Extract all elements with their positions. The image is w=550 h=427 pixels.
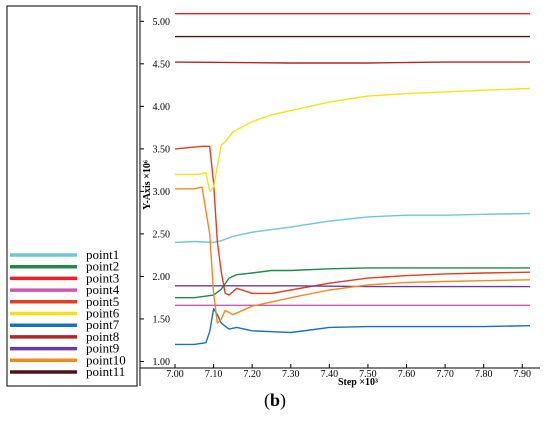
y-tick-label: 4.00 (153, 102, 171, 113)
series-line-point2 (175, 267, 530, 299)
series-line-point10 (175, 186, 531, 324)
x-tick-label: 7.70 (436, 369, 454, 380)
x-tick-label: 7.10 (205, 369, 223, 380)
series-line-point8 (174, 61, 530, 64)
legend-label-point9: point9 (86, 341, 119, 356)
x-axis-label: Step ×10³ (338, 377, 378, 388)
panel-label-letter: b (269, 390, 280, 410)
x-tick-label: 7.00 (166, 369, 184, 380)
panel-label-close: ) (280, 390, 286, 410)
x-tick-label: 7.80 (475, 369, 493, 380)
x-tick-label: 7.50 (359, 369, 377, 380)
series-line-point9 (175, 285, 530, 288)
legend-label-point7: point7 (86, 317, 120, 332)
legend-frame (6, 5, 138, 387)
series-line-point7 (175, 308, 531, 346)
y-tick-label: 4.50 (153, 59, 171, 70)
y-ticks: 1.00 1.50 2.00 2.50 3.00 3.50 4.00 4.50 5.00 (140, 17, 170, 368)
legend-label-point5: point5 (86, 294, 119, 309)
series-line-point6 (175, 87, 531, 193)
legend-label-point2: point2 (86, 259, 119, 274)
series-line-point5 (174, 145, 531, 296)
y-tick-label: 1.50 (153, 314, 171, 325)
legend-label-point10: point10 (86, 352, 126, 367)
y-tick-label: 2.50 (153, 229, 171, 240)
x-tick-label: 7.40 (321, 369, 339, 380)
y-tick-label: 1.00 (153, 357, 171, 368)
legend-label-point1: point1 (86, 247, 119, 262)
y-tick-label: 2.00 (153, 272, 171, 283)
legend-label-point11: point11 (86, 364, 125, 379)
legend: point1point2point3point4point5point6poin… (10, 247, 126, 379)
x-tick-label: 7.90 (514, 369, 532, 380)
y-tick-label: 3.50 (153, 144, 171, 155)
panel-label: (b) (0, 390, 550, 411)
x-tick-label: 7.20 (243, 369, 261, 380)
x-tick-label: 7.60 (398, 369, 416, 380)
x-tick-label: 7.30 (282, 369, 300, 380)
series-line-point1 (174, 212, 531, 244)
legend-label-point3: point3 (86, 270, 119, 285)
series-group (174, 12, 531, 346)
panel-label-open: ( (263, 390, 270, 410)
y-axis-label: Y-Axis ×10⁶ (142, 160, 153, 210)
x-ticks: 7.00 7.10 7.20 7.30 7.40 7.50 7.60 7.70 7.80 7.90 (166, 364, 531, 380)
legend-label-point4: point4 (86, 282, 120, 297)
legend-label-point8: point8 (86, 329, 119, 344)
y-tick-label: 5.00 (153, 17, 171, 28)
y-tick-label: 3.00 (153, 187, 171, 198)
legend-label-point6: point6 (86, 306, 120, 321)
